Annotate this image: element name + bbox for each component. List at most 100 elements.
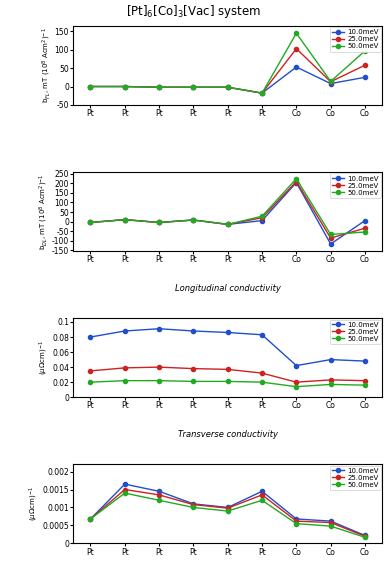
25.0meV xyxy=(363,377,367,384)
25.0meV xyxy=(294,45,299,52)
Line: 10.0meV: 10.0meV xyxy=(88,65,367,95)
50.0meV xyxy=(122,83,127,90)
50.0meV xyxy=(260,90,264,97)
25.0meV xyxy=(260,492,264,499)
10.0meV xyxy=(363,74,367,81)
25.0meV xyxy=(260,214,264,221)
10.0meV xyxy=(328,240,333,247)
50.0meV xyxy=(122,216,127,223)
10.0meV xyxy=(225,504,230,511)
Legend: 10.0meV, 25.0meV, 50.0meV: 10.0meV, 25.0meV, 50.0meV xyxy=(330,320,381,344)
25.0meV xyxy=(260,90,264,97)
Line: 50.0meV: 50.0meV xyxy=(88,378,367,389)
50.0meV xyxy=(328,231,333,238)
50.0meV xyxy=(88,219,93,226)
50.0meV xyxy=(191,504,196,511)
25.0meV xyxy=(328,78,333,85)
10.0meV xyxy=(260,90,264,97)
25.0meV xyxy=(88,367,93,374)
Text: Longitudinal conductivity: Longitudinal conductivity xyxy=(175,284,281,293)
25.0meV xyxy=(294,178,299,185)
10.0meV xyxy=(328,80,333,87)
50.0meV xyxy=(260,379,264,386)
50.0meV xyxy=(363,228,367,235)
10.0meV xyxy=(294,179,299,186)
10.0meV xyxy=(191,328,196,335)
50.0meV xyxy=(191,378,196,385)
Line: 25.0meV: 25.0meV xyxy=(88,365,367,384)
25.0meV xyxy=(225,366,230,373)
10.0meV xyxy=(157,325,161,332)
Legend: 10.0meV, 25.0meV, 50.0meV: 10.0meV, 25.0meV, 50.0meV xyxy=(330,466,381,490)
50.0meV xyxy=(328,381,333,388)
10.0meV xyxy=(260,217,264,224)
10.0meV xyxy=(225,329,230,336)
25.0meV xyxy=(191,217,196,224)
10.0meV xyxy=(363,217,367,224)
25.0meV xyxy=(88,83,93,90)
50.0meV xyxy=(225,378,230,385)
25.0meV xyxy=(122,365,127,371)
10.0meV xyxy=(191,217,196,224)
50.0meV xyxy=(294,30,299,37)
Line: 10.0meV: 10.0meV xyxy=(88,327,367,367)
50.0meV xyxy=(260,213,264,220)
50.0meV xyxy=(363,534,367,540)
25.0meV xyxy=(88,516,93,523)
50.0meV xyxy=(363,47,367,54)
50.0meV xyxy=(88,516,93,523)
Line: 25.0meV: 25.0meV xyxy=(88,179,367,240)
50.0meV xyxy=(225,84,230,91)
25.0meV xyxy=(363,533,367,540)
25.0meV xyxy=(191,365,196,372)
Line: 50.0meV: 50.0meV xyxy=(88,491,367,539)
10.0meV xyxy=(328,356,333,363)
25.0meV xyxy=(122,216,127,223)
25.0meV xyxy=(260,370,264,377)
Line: 25.0meV: 25.0meV xyxy=(88,47,367,95)
50.0meV xyxy=(294,175,299,182)
25.0meV xyxy=(122,486,127,493)
25.0meV xyxy=(157,219,161,226)
10.0meV xyxy=(122,328,127,335)
25.0meV xyxy=(191,84,196,91)
25.0meV xyxy=(191,501,196,508)
50.0meV xyxy=(225,221,230,228)
10.0meV xyxy=(88,334,93,340)
10.0meV xyxy=(88,83,93,90)
Y-axis label: ($\mu\Omega$cm)$^{-1}$: ($\mu\Omega$cm)$^{-1}$ xyxy=(38,340,50,375)
50.0meV xyxy=(260,497,264,504)
25.0meV xyxy=(294,518,299,524)
25.0meV xyxy=(225,505,230,512)
10.0meV xyxy=(122,481,127,488)
50.0meV xyxy=(328,523,333,530)
10.0meV xyxy=(294,516,299,523)
10.0meV xyxy=(363,532,367,539)
Text: [Pt]$_6$[Co]$_3$[Vac] system: [Pt]$_6$[Co]$_3$[Vac] system xyxy=(125,3,261,20)
10.0meV xyxy=(191,84,196,91)
50.0meV xyxy=(157,84,161,91)
Line: 10.0meV: 10.0meV xyxy=(88,181,367,246)
Text: Transverse conductivity: Transverse conductivity xyxy=(178,431,278,439)
25.0meV xyxy=(294,379,299,386)
10.0meV xyxy=(122,83,127,90)
10.0meV xyxy=(294,64,299,71)
50.0meV xyxy=(157,377,161,384)
50.0meV xyxy=(88,379,93,386)
10.0meV xyxy=(157,219,161,226)
25.0meV xyxy=(88,219,93,226)
25.0meV xyxy=(328,519,333,526)
Y-axis label: b$_{FL}$, mT (10$^8$ Acm$^2$)$^{-1}$: b$_{FL}$, mT (10$^8$ Acm$^2$)$^{-1}$ xyxy=(40,28,52,103)
Line: 25.0meV: 25.0meV xyxy=(88,488,367,538)
10.0meV xyxy=(328,518,333,524)
25.0meV xyxy=(157,363,161,370)
50.0meV xyxy=(122,490,127,497)
25.0meV xyxy=(363,62,367,68)
50.0meV xyxy=(225,508,230,515)
Legend: 10.0meV, 25.0meV, 50.0meV: 10.0meV, 25.0meV, 50.0meV xyxy=(330,174,381,198)
10.0meV xyxy=(363,358,367,365)
50.0meV xyxy=(157,219,161,226)
10.0meV xyxy=(157,488,161,494)
25.0meV xyxy=(122,83,127,90)
10.0meV xyxy=(294,362,299,369)
